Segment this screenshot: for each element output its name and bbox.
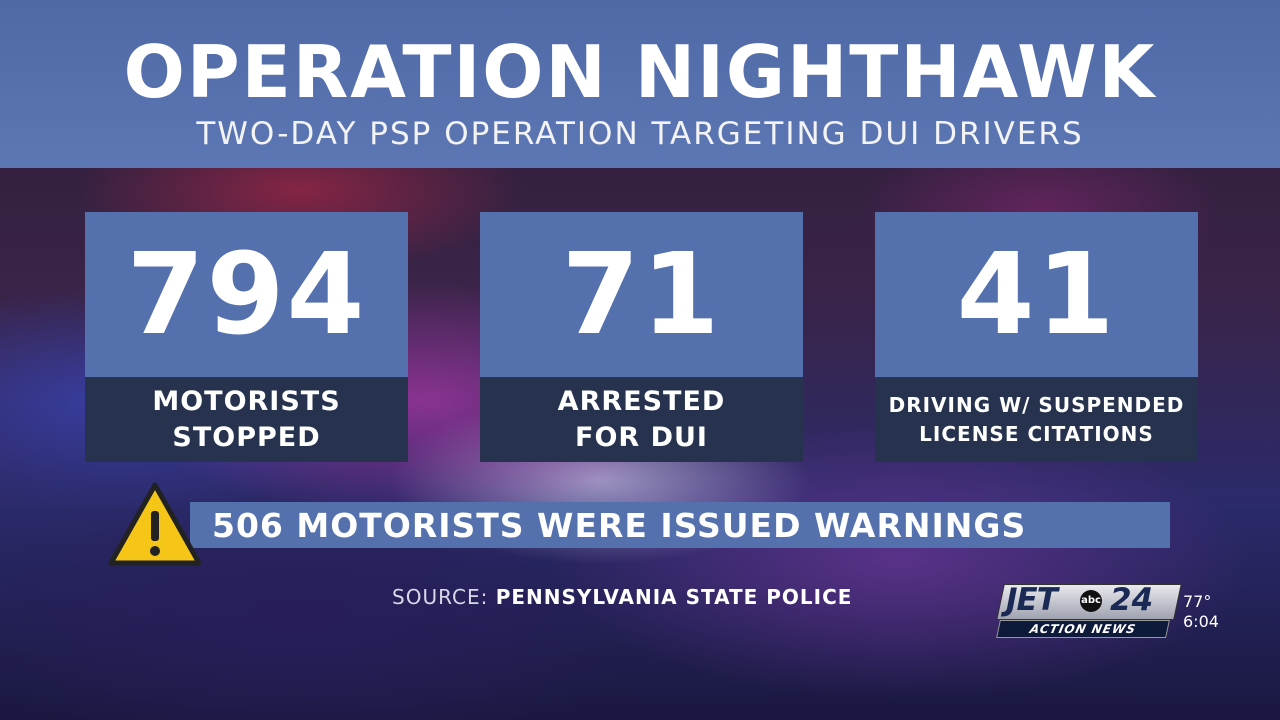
logo-brand: JET: [1006, 582, 1058, 618]
stat-label: DRIVING W/ SUSPENDED LICENSE CITATIONS: [888, 392, 1185, 446]
stat-value: 71: [561, 229, 722, 360]
stat-value-panel: 794: [85, 212, 408, 377]
stat-card-motorists-stopped: 794 MOTORISTS STOPPED: [85, 212, 408, 462]
stat-label: MOTORISTS STOPPED: [152, 385, 341, 453]
stat-card-arrested-for-dui: 71 ARRESTED FOR DUI: [480, 212, 803, 462]
stat-card-suspended-license-citations: 41 DRIVING W/ SUSPENDED LICENSE CITATION…: [875, 212, 1198, 462]
page-title: OPERATION NIGHTHAWK: [123, 30, 1157, 114]
header-banner: OPERATION NIGHTHAWK TWO-DAY PSP OPERATIO…: [0, 0, 1280, 168]
station-logo: JET abc 24 ACTION NEWS: [996, 582, 1182, 638]
stat-label-panel: ARRESTED FOR DUI: [480, 377, 803, 462]
temperature-readout: 77°: [1183, 592, 1212, 611]
stat-value-panel: 41: [875, 212, 1198, 377]
stat-value: 41: [956, 229, 1117, 360]
source-prefix: SOURCE:: [392, 585, 489, 609]
stat-label-panel: DRIVING W/ SUSPENDED LICENSE CITATIONS: [875, 377, 1198, 462]
source-credit: SOURCE: PENNSYLVANIA STATE POLICE: [392, 585, 852, 609]
stat-value: 794: [126, 229, 367, 360]
warning-banner: 506 MOTORISTS WERE ISSUED WARNINGS: [190, 502, 1170, 548]
stat-value-panel: 71: [480, 212, 803, 377]
time-readout: 6:04: [1183, 612, 1219, 631]
logo-channel-number: 24: [1110, 582, 1154, 618]
stat-label: ARRESTED FOR DUI: [557, 385, 726, 453]
stat-label-panel: MOTORISTS STOPPED: [85, 377, 408, 462]
page-subtitle: TWO-DAY PSP OPERATION TARGETING DUI DRIV…: [196, 116, 1084, 152]
abc-network-icon: abc: [1080, 590, 1102, 612]
warning-triangle-icon: [108, 482, 202, 566]
warning-text: 506 MOTORISTS WERE ISSUED WARNINGS: [212, 505, 1027, 545]
logo-tagline: ACTION NEWS: [996, 620, 1170, 638]
source-name: PENNSYLVANIA STATE POLICE: [495, 585, 853, 609]
